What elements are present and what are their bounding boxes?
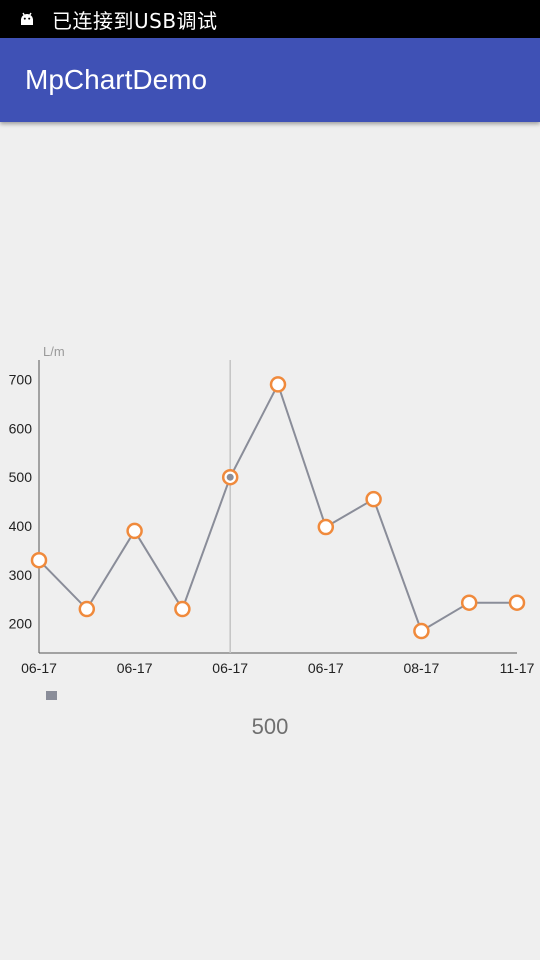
y-tick-label: 300 [9,567,33,583]
highlighted-point-dot [226,473,234,481]
data-point [365,490,382,508]
legend-swatch [46,691,57,700]
data-point [78,600,96,618]
y-tick-label: 500 [9,469,33,485]
y-tick-label: 400 [9,518,33,534]
selected-value-readout: 500 [251,714,289,739]
data-point [413,622,430,640]
status-bar: 已连接到USB调试 [0,0,540,38]
x-tick-label: 08-17 [403,660,439,676]
y-tick-label: 600 [9,420,33,436]
app-title: MpChartDemo [25,64,208,95]
x-tick-label: 06-17 [21,660,57,676]
data-point [126,522,143,540]
data-point [508,594,526,611]
y-axis-unit-label: L/m [43,344,65,359]
y-tick-label: 700 [9,372,33,388]
data-point [30,551,48,569]
line-chart[interactable]: L/m 200 300 400 500 600 700 06-17 06-17 06-17 06-1… [0,330,540,700]
android-debug-icon [21,12,33,25]
status-text: 已连接到USB调试 [52,8,218,33]
series-line [38,381,517,633]
data-point [269,376,287,393]
x-tick-label: 06-17 [212,660,248,676]
data-point [174,600,191,618]
data-point [460,594,478,611]
x-tick-label: 11-17 [500,660,535,676]
x-tick-label: 06-17 [117,660,153,676]
x-tick-label: 06-17 [308,660,344,676]
y-tick-label: 200 [9,616,33,632]
app-bar: MpChartDemo [0,38,540,122]
data-point [317,518,335,536]
